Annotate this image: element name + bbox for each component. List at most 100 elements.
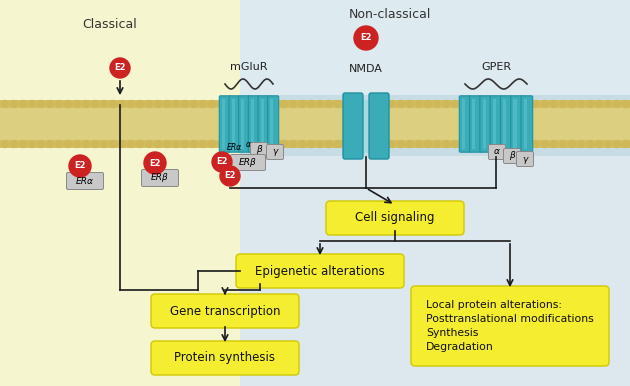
Text: β: β bbox=[509, 151, 515, 161]
Circle shape bbox=[496, 141, 503, 147]
Bar bbox=[270, 99, 273, 149]
Text: E2: E2 bbox=[74, 161, 86, 171]
Circle shape bbox=[452, 141, 459, 147]
Circle shape bbox=[181, 100, 188, 107]
Circle shape bbox=[173, 100, 180, 107]
Circle shape bbox=[343, 141, 350, 147]
Circle shape bbox=[343, 100, 350, 107]
Circle shape bbox=[425, 100, 432, 107]
Circle shape bbox=[354, 26, 378, 50]
Circle shape bbox=[442, 100, 449, 107]
FancyBboxPatch shape bbox=[248, 96, 260, 152]
Circle shape bbox=[280, 100, 287, 107]
Circle shape bbox=[595, 141, 602, 147]
FancyBboxPatch shape bbox=[490, 96, 502, 152]
Circle shape bbox=[209, 141, 215, 147]
Bar bbox=[503, 99, 507, 149]
Circle shape bbox=[542, 141, 549, 147]
Text: E2: E2 bbox=[149, 159, 161, 168]
FancyBboxPatch shape bbox=[480, 96, 491, 152]
Text: ERα: ERα bbox=[226, 143, 241, 152]
Circle shape bbox=[442, 141, 449, 147]
Bar bbox=[222, 99, 225, 149]
Circle shape bbox=[568, 100, 575, 107]
FancyBboxPatch shape bbox=[236, 254, 404, 288]
Text: Gene transcription: Gene transcription bbox=[169, 305, 280, 318]
Circle shape bbox=[244, 141, 251, 147]
Circle shape bbox=[469, 100, 476, 107]
Circle shape bbox=[69, 155, 91, 177]
Text: ERβ: ERβ bbox=[151, 173, 169, 183]
Circle shape bbox=[64, 141, 71, 147]
FancyBboxPatch shape bbox=[326, 201, 464, 235]
Text: Classical: Classical bbox=[83, 18, 137, 31]
Text: NMDA: NMDA bbox=[349, 64, 383, 74]
Text: Protein synthesis: Protein synthesis bbox=[175, 352, 275, 364]
Circle shape bbox=[263, 141, 270, 147]
Circle shape bbox=[488, 100, 495, 107]
Circle shape bbox=[389, 141, 396, 147]
Circle shape bbox=[335, 100, 341, 107]
Circle shape bbox=[209, 100, 215, 107]
Circle shape bbox=[83, 100, 89, 107]
Circle shape bbox=[144, 152, 166, 174]
Circle shape bbox=[622, 100, 629, 107]
Circle shape bbox=[11, 100, 18, 107]
Circle shape bbox=[326, 100, 333, 107]
Circle shape bbox=[101, 100, 108, 107]
Bar bbox=[462, 99, 465, 149]
Circle shape bbox=[416, 141, 423, 147]
Text: β: β bbox=[256, 146, 262, 154]
Circle shape bbox=[416, 100, 423, 107]
Circle shape bbox=[64, 100, 71, 107]
Circle shape bbox=[461, 141, 467, 147]
Circle shape bbox=[280, 141, 287, 147]
Circle shape bbox=[83, 141, 89, 147]
Circle shape bbox=[505, 100, 512, 107]
Circle shape bbox=[236, 141, 243, 147]
FancyBboxPatch shape bbox=[268, 96, 278, 152]
Text: mGluR: mGluR bbox=[230, 62, 268, 72]
Circle shape bbox=[47, 100, 54, 107]
Circle shape bbox=[353, 141, 360, 147]
Text: Local protein alterations:
Posttranslational modifications
Synthesis
Degradation: Local protein alterations: Posttranslati… bbox=[426, 300, 594, 352]
FancyBboxPatch shape bbox=[511, 96, 522, 152]
Bar bbox=[0, 100, 630, 148]
FancyBboxPatch shape bbox=[251, 142, 268, 157]
Circle shape bbox=[532, 141, 539, 147]
Circle shape bbox=[173, 141, 180, 147]
Circle shape bbox=[253, 100, 260, 107]
Circle shape bbox=[154, 100, 161, 107]
FancyBboxPatch shape bbox=[517, 151, 534, 166]
Circle shape bbox=[55, 100, 62, 107]
Circle shape bbox=[164, 141, 171, 147]
Circle shape bbox=[398, 141, 404, 147]
FancyBboxPatch shape bbox=[229, 96, 240, 152]
Circle shape bbox=[461, 100, 467, 107]
Circle shape bbox=[532, 100, 539, 107]
Circle shape bbox=[227, 141, 234, 147]
Circle shape bbox=[299, 100, 306, 107]
Circle shape bbox=[154, 141, 161, 147]
Circle shape bbox=[406, 141, 413, 147]
Circle shape bbox=[236, 100, 243, 107]
FancyBboxPatch shape bbox=[142, 169, 178, 186]
Text: ERβ: ERβ bbox=[239, 158, 257, 167]
Bar bbox=[240, 156, 630, 386]
Circle shape bbox=[272, 100, 278, 107]
Circle shape bbox=[515, 141, 522, 147]
Circle shape bbox=[578, 100, 585, 107]
Circle shape bbox=[200, 141, 207, 147]
Circle shape bbox=[110, 58, 130, 78]
Bar bbox=[232, 99, 234, 149]
Circle shape bbox=[91, 100, 98, 107]
Circle shape bbox=[127, 100, 134, 107]
FancyBboxPatch shape bbox=[151, 341, 299, 375]
Circle shape bbox=[335, 141, 341, 147]
FancyBboxPatch shape bbox=[411, 286, 609, 366]
Bar bbox=[361, 100, 371, 153]
Circle shape bbox=[1, 100, 8, 107]
Circle shape bbox=[110, 100, 117, 107]
FancyBboxPatch shape bbox=[488, 144, 505, 159]
Circle shape bbox=[74, 100, 81, 107]
